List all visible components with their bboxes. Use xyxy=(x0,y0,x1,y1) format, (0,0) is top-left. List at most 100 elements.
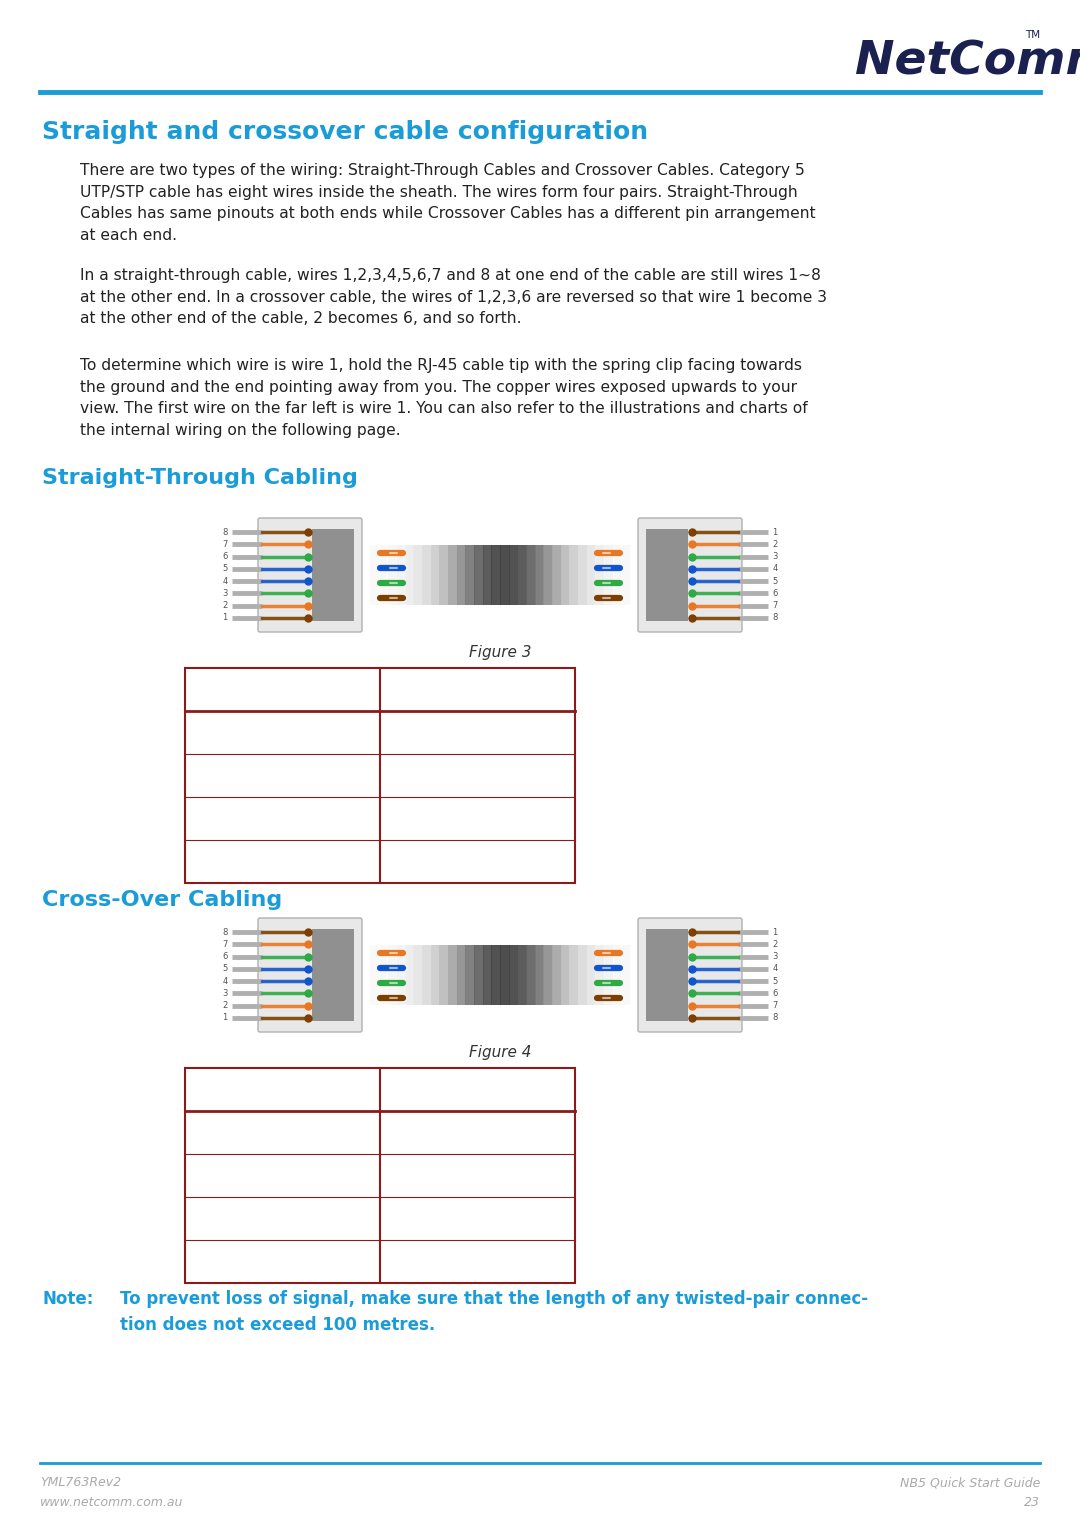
Bar xyxy=(543,945,553,1005)
Text: 8: 8 xyxy=(222,928,228,936)
Text: 2: 2 xyxy=(472,766,483,784)
FancyBboxPatch shape xyxy=(258,518,362,633)
Bar xyxy=(595,945,605,1005)
Text: Wire: Wire xyxy=(262,1080,302,1098)
Text: 1: 1 xyxy=(222,613,228,622)
Bar xyxy=(431,945,441,1005)
Text: 3: 3 xyxy=(222,988,228,997)
Text: 1: 1 xyxy=(222,1013,228,1022)
Bar xyxy=(474,545,484,605)
Text: 7: 7 xyxy=(222,539,228,548)
Text: 6: 6 xyxy=(222,552,228,561)
Text: 1: 1 xyxy=(472,1209,483,1227)
Text: 4: 4 xyxy=(222,576,228,585)
Bar xyxy=(312,529,354,620)
Bar xyxy=(604,545,613,605)
Bar xyxy=(595,545,605,605)
Bar xyxy=(491,545,501,605)
Text: 2: 2 xyxy=(222,1000,228,1010)
Bar xyxy=(578,545,588,605)
Text: YML763Rev2: YML763Rev2 xyxy=(40,1475,121,1489)
Text: 8: 8 xyxy=(772,613,778,622)
Text: 2: 2 xyxy=(222,601,228,610)
Text: 1: 1 xyxy=(772,928,778,936)
Text: 2: 2 xyxy=(772,941,778,948)
Text: 4: 4 xyxy=(772,564,778,573)
Bar xyxy=(526,545,536,605)
Text: 3: 3 xyxy=(472,809,483,827)
Bar xyxy=(552,545,562,605)
Bar xyxy=(569,945,579,1005)
Bar xyxy=(370,945,380,1005)
Bar xyxy=(500,545,510,605)
Bar xyxy=(405,545,415,605)
Text: www.netcomm.com.au: www.netcomm.com.au xyxy=(40,1497,184,1509)
Text: 4: 4 xyxy=(222,976,228,985)
Text: To determine which wire is wire 1, hold the RJ-45 cable tip with the spring clip: To determine which wire is wire 1, hold … xyxy=(80,358,808,438)
Bar xyxy=(500,945,510,1005)
Text: 6: 6 xyxy=(772,988,778,997)
Bar xyxy=(379,945,389,1005)
Bar xyxy=(431,545,441,605)
Bar xyxy=(396,945,406,1005)
Bar xyxy=(543,545,553,605)
Bar xyxy=(405,945,415,1005)
Bar xyxy=(526,945,536,1005)
Text: To prevent loss of signal, make sure that the length of any twisted-pair connec-: To prevent loss of signal, make sure tha… xyxy=(120,1290,868,1334)
Text: 2: 2 xyxy=(276,1166,288,1184)
Text: 5: 5 xyxy=(222,964,228,973)
FancyBboxPatch shape xyxy=(258,918,362,1033)
Bar xyxy=(440,545,449,605)
Bar xyxy=(370,945,630,1005)
Text: 7: 7 xyxy=(222,941,228,948)
Text: NetComm: NetComm xyxy=(855,40,1080,84)
Text: 3: 3 xyxy=(222,588,228,597)
Text: Straight and crossover cable configuration: Straight and crossover cable configurati… xyxy=(42,119,648,144)
FancyBboxPatch shape xyxy=(638,918,742,1033)
Bar xyxy=(604,945,613,1005)
Bar xyxy=(535,545,544,605)
Bar xyxy=(414,945,423,1005)
Text: 2: 2 xyxy=(276,766,288,784)
Text: There are two types of the wiring: Straight-Through Cables and Crossover Cables.: There are two types of the wiring: Strai… xyxy=(80,162,815,242)
Bar xyxy=(474,945,484,1005)
Bar xyxy=(483,545,492,605)
Text: 5: 5 xyxy=(772,576,778,585)
Text: 8: 8 xyxy=(222,527,228,536)
Bar xyxy=(414,545,423,605)
Text: In a straight-through cable, wires 1,2,3,4,5,6,7 and 8 at one end of the cable a: In a straight-through cable, wires 1,2,3… xyxy=(80,268,827,326)
Bar xyxy=(465,545,475,605)
Bar xyxy=(569,545,579,605)
Bar xyxy=(561,945,570,1005)
Bar xyxy=(517,545,527,605)
Text: Becomes: Becomes xyxy=(437,1080,517,1098)
Bar xyxy=(509,945,518,1005)
Bar xyxy=(621,945,631,1005)
Text: NB5 Quick Start Guide: NB5 Quick Start Guide xyxy=(900,1475,1040,1489)
Text: 3: 3 xyxy=(772,552,778,561)
Bar xyxy=(422,945,432,1005)
Bar xyxy=(388,945,397,1005)
Text: 3: 3 xyxy=(276,809,288,827)
Bar xyxy=(621,545,631,605)
Text: Figure 4: Figure 4 xyxy=(469,1045,531,1060)
Text: 6: 6 xyxy=(276,1253,288,1270)
Text: 6: 6 xyxy=(276,852,288,870)
Bar xyxy=(396,545,406,605)
FancyBboxPatch shape xyxy=(638,518,742,633)
Bar xyxy=(388,545,397,605)
Bar xyxy=(370,545,630,605)
Bar xyxy=(448,545,458,605)
Text: 1: 1 xyxy=(276,1123,288,1141)
Bar xyxy=(535,945,544,1005)
Text: 1: 1 xyxy=(472,723,483,741)
Bar xyxy=(509,545,518,605)
Text: Wire: Wire xyxy=(262,680,302,699)
Text: 5: 5 xyxy=(772,976,778,985)
Text: 3: 3 xyxy=(276,1209,288,1227)
Text: 3: 3 xyxy=(772,953,778,961)
Text: 3: 3 xyxy=(472,1123,483,1141)
Text: Becomes: Becomes xyxy=(437,680,517,699)
Bar xyxy=(483,945,492,1005)
Bar xyxy=(312,928,354,1022)
